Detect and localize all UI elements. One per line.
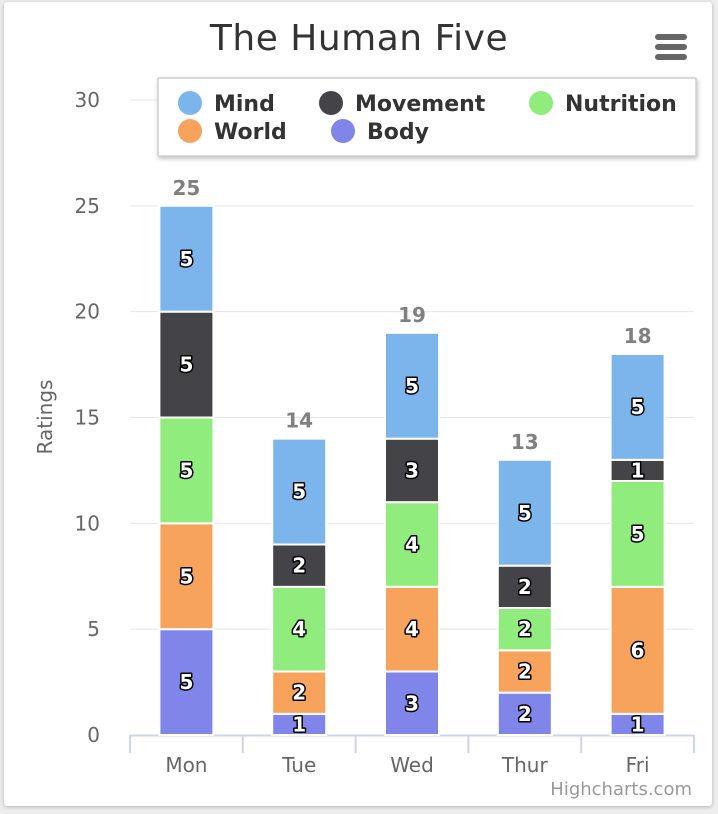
data-label: 3 (405, 691, 419, 715)
x-tick-label: Tue (281, 753, 316, 777)
bar-segment (384, 331, 440, 440)
data-label: 5 (179, 670, 193, 694)
data-label: 1 (631, 458, 645, 482)
data-label: 5 (179, 564, 193, 588)
legend-item-label[interactable]: Mind (214, 92, 275, 117)
x-tick-label: Wed (390, 753, 434, 777)
x-tick-label: Mon (165, 753, 207, 777)
stack-total-label: 13 (511, 430, 539, 454)
stack-total-label: 25 (172, 176, 200, 200)
legend-item-label[interactable]: World (214, 120, 287, 145)
bar-segment (271, 585, 328, 673)
y-tick-label: 5 (87, 617, 100, 641)
stack-total-label: 19 (398, 303, 426, 327)
bar-segment (158, 204, 215, 313)
data-label: 1 (631, 712, 645, 736)
y-tick-label: 25 (75, 194, 100, 218)
legend-marker (331, 119, 355, 143)
data-label: 5 (631, 522, 645, 546)
bar-segment (158, 310, 215, 419)
data-label: 4 (292, 617, 306, 641)
x-tick-label: Thur (501, 753, 549, 777)
legend-marker (529, 91, 553, 115)
legend-marker (178, 119, 202, 143)
legend-item-label[interactable]: Body (367, 120, 429, 145)
data-label: 5 (292, 480, 306, 504)
bar-segment (384, 437, 440, 504)
y-tick-label: 0 (87, 723, 100, 747)
y-tick-label: 15 (75, 406, 100, 430)
bar-segment (158, 522, 215, 631)
data-label: 2 (518, 660, 532, 684)
credits-link[interactable]: Highcharts.com (550, 779, 692, 800)
data-label: 5 (631, 395, 645, 419)
y-tick-label: 10 (75, 511, 100, 535)
legend-item-label[interactable]: Nutrition (565, 92, 677, 117)
bar-segment (158, 628, 215, 737)
data-label: 6 (631, 638, 645, 662)
hamburger-menu-icon[interactable] (652, 30, 690, 64)
legend-item-label[interactable]: Movement (355, 92, 486, 117)
chart-title: The Human Five (209, 18, 509, 59)
bar-segment (271, 437, 328, 546)
bar-segment (496, 458, 553, 567)
data-label: 5 (179, 353, 193, 377)
y-tick-label: 20 (75, 300, 100, 324)
stack-total-label: 14 (285, 409, 313, 433)
legend-marker (178, 91, 202, 115)
data-label: 2 (518, 617, 532, 641)
y-tick-label: 30 (75, 88, 100, 112)
data-label: 2 (518, 575, 532, 599)
data-label: 5 (179, 458, 193, 482)
bar-segment (271, 670, 328, 715)
data-label: 5 (518, 501, 532, 525)
stack-total-label: 18 (624, 324, 652, 348)
bar-segment (158, 416, 215, 525)
bar-segment (609, 585, 666, 715)
data-label: 1 (292, 712, 306, 736)
data-label: 2 (518, 702, 532, 726)
data-label: 4 (405, 617, 419, 641)
y-axis-title: Ratings (33, 380, 57, 455)
data-label: 4 (405, 533, 419, 557)
bar-segment (384, 670, 440, 736)
legend-box (157, 77, 697, 157)
bar-segment (609, 353, 666, 461)
data-label: 5 (179, 247, 193, 271)
x-tick-label: Fri (626, 753, 650, 777)
data-label: 5 (405, 374, 419, 398)
data-label: 3 (405, 458, 419, 482)
bar-segment (609, 480, 666, 588)
data-label: 2 (292, 681, 306, 705)
legend-marker (319, 91, 343, 115)
data-label: 2 (292, 554, 306, 578)
bar-segment (271, 543, 328, 588)
